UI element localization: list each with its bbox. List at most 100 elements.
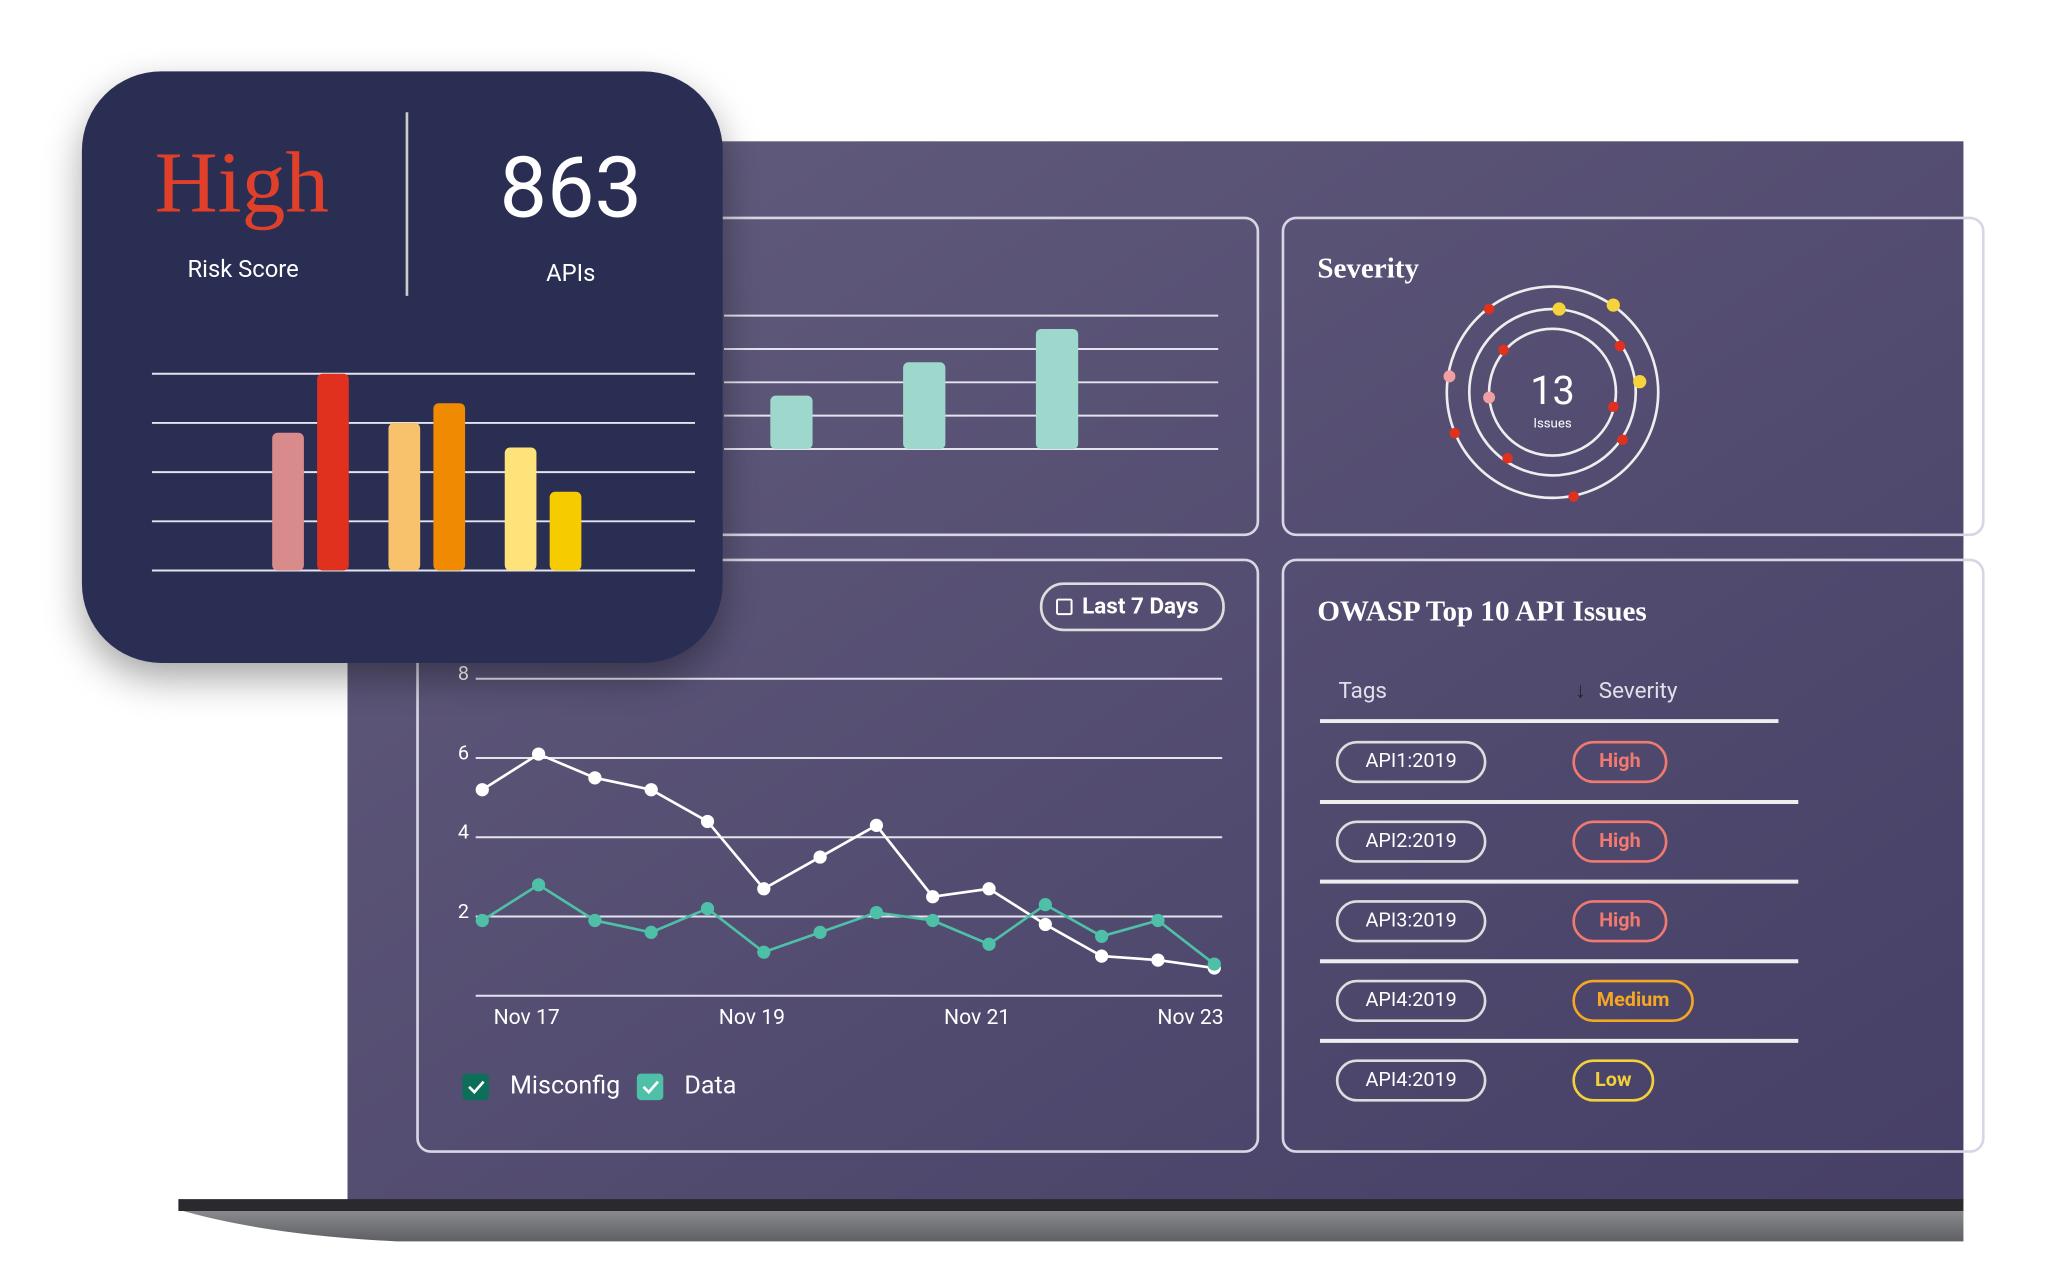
bar bbox=[388, 422, 421, 571]
x-tick-label: Nov 19 bbox=[719, 1005, 785, 1030]
tag: API4:2019 bbox=[1366, 1068, 1457, 1091]
owasp-table: OWASP Top 10 API Issues Tags ↓ Severity API… bbox=[1317, 596, 1799, 1102]
series-line bbox=[481, 883, 1216, 966]
point bbox=[1095, 949, 1109, 963]
sort-arrow: ↓ bbox=[1575, 679, 1586, 704]
column-header: Severity bbox=[1599, 678, 1678, 704]
bar bbox=[549, 491, 582, 571]
severity-panel: Severity 13 Issues bbox=[1317, 252, 1660, 502]
point bbox=[644, 783, 658, 797]
point bbox=[531, 747, 546, 761]
tag: API3:2019 bbox=[1366, 909, 1457, 932]
x-tick-label: Nov 17 bbox=[494, 1005, 560, 1030]
point bbox=[1038, 917, 1052, 932]
y-tick-label: 8 bbox=[458, 662, 469, 685]
point bbox=[869, 905, 884, 920]
point bbox=[869, 818, 884, 832]
point bbox=[1207, 957, 1221, 971]
tag-pill bbox=[1335, 900, 1487, 943]
point bbox=[757, 882, 771, 896]
severity-badge bbox=[1572, 1059, 1655, 1102]
point bbox=[813, 850, 827, 864]
point bbox=[644, 925, 658, 939]
line-chart: 2 4 6 8 Nov 17 Nov 19 Nov 21 Nov 23 Misconfig Dat… bbox=[458, 582, 1225, 1101]
point bbox=[1038, 898, 1052, 912]
severity-dots bbox=[1443, 298, 1647, 502]
bar bbox=[770, 395, 813, 450]
point bbox=[926, 890, 940, 904]
date-range-button[interactable] bbox=[1039, 582, 1225, 632]
x-tick-label: Nov 21 bbox=[944, 1005, 1010, 1030]
api-count: 863 bbox=[500, 138, 643, 237]
column-header: Tags bbox=[1338, 678, 1387, 704]
y-tick-label: 2 bbox=[458, 900, 469, 923]
point bbox=[982, 937, 996, 951]
check bbox=[468, 1080, 485, 1095]
panel bbox=[1281, 216, 1985, 537]
y-tick-label: 4 bbox=[458, 821, 469, 844]
point bbox=[531, 878, 546, 892]
tag-pill bbox=[1335, 820, 1487, 863]
laptop-hinge bbox=[178, 1199, 1964, 1212]
severity: Low bbox=[1595, 1068, 1632, 1091]
point bbox=[588, 913, 602, 928]
tag: API4:2019 bbox=[1366, 988, 1457, 1011]
point bbox=[1151, 953, 1165, 967]
tag: API1:2019 bbox=[1366, 749, 1457, 772]
ring bbox=[1445, 285, 1660, 500]
severity: High bbox=[1599, 749, 1641, 772]
api-count-label: APIs bbox=[546, 259, 595, 287]
severity-badge bbox=[1572, 820, 1668, 863]
tag-pill bbox=[1335, 1059, 1487, 1102]
legend-checkbox bbox=[636, 1073, 664, 1101]
legend-checkbox bbox=[462, 1073, 489, 1101]
point bbox=[475, 913, 489, 928]
owasp-title: OWASP Top 10 API Issues bbox=[1317, 596, 1646, 628]
severity-badge bbox=[1572, 740, 1668, 784]
risk-card: High Risk Score 863 APIs bbox=[81, 71, 723, 663]
risk-score-label: Risk Score bbox=[188, 255, 299, 283]
severity: High bbox=[1599, 909, 1641, 932]
risk-score: High bbox=[155, 134, 329, 231]
x-tick-label: Nov 23 bbox=[1157, 1005, 1223, 1030]
issue-label: Issues bbox=[1533, 416, 1571, 431]
point bbox=[1151, 913, 1165, 928]
teal-bar-chart bbox=[724, 314, 1219, 451]
panel bbox=[1281, 558, 1985, 1153]
series-line bbox=[481, 752, 1215, 970]
point bbox=[813, 925, 827, 939]
point bbox=[926, 913, 940, 928]
point bbox=[700, 901, 715, 916]
bar bbox=[1035, 328, 1079, 450]
severity-title: Severity bbox=[1317, 252, 1419, 284]
panel bbox=[416, 558, 1260, 1153]
legend-label: Misconfig bbox=[510, 1071, 620, 1100]
calendar-icon bbox=[1056, 598, 1073, 616]
severity-badge bbox=[1572, 900, 1668, 943]
point bbox=[588, 771, 602, 785]
laptop-base bbox=[178, 1209, 1964, 1242]
bar bbox=[903, 362, 946, 450]
point bbox=[757, 945, 771, 959]
point bbox=[1095, 929, 1109, 943]
check bbox=[642, 1080, 659, 1095]
bar bbox=[272, 432, 304, 571]
point bbox=[982, 882, 996, 896]
date-range-label: Last 7 Days bbox=[1082, 593, 1199, 619]
tag-pill bbox=[1335, 740, 1487, 784]
y-tick-label: 6 bbox=[458, 741, 469, 764]
point bbox=[700, 814, 715, 829]
tag-pill bbox=[1335, 979, 1487, 1023]
issue-count: 13 bbox=[1530, 367, 1575, 414]
bar bbox=[433, 403, 466, 571]
bar bbox=[504, 447, 537, 571]
severity-badge bbox=[1572, 979, 1694, 1023]
tag: API2:2019 bbox=[1366, 829, 1457, 852]
point bbox=[475, 783, 489, 797]
legend-label: Data bbox=[684, 1071, 736, 1100]
bar bbox=[317, 373, 349, 571]
severity: Medium bbox=[1597, 988, 1670, 1011]
severity: High bbox=[1599, 829, 1641, 852]
